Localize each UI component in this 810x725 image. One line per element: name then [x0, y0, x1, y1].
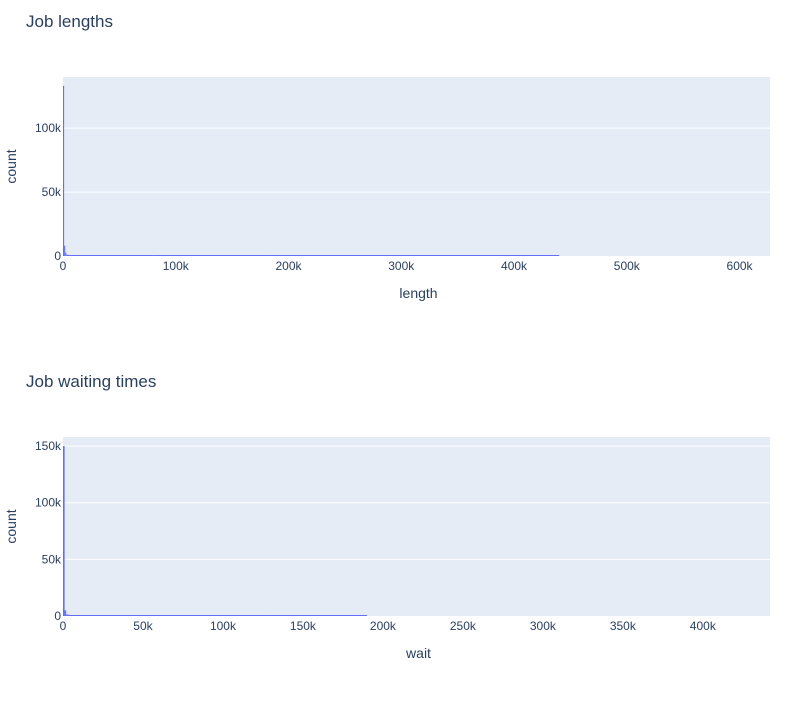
histogram-bar [64, 245, 66, 256]
y-axis-label: count [3, 149, 19, 183]
y-tick-label: 150k [35, 439, 62, 453]
y-tick-label: 50k [42, 552, 62, 566]
x-tick-label: 100k [163, 259, 190, 273]
histogram-bar [63, 85, 65, 256]
chart-job-lengths-svg: 0 50k 100k 0 100k 200k 300k 400k 500k 600k length c… [3, 77, 770, 301]
histogram-bar [64, 610, 67, 616]
x-tick-label: 150k [290, 619, 317, 633]
histogram-bar [69, 615, 119, 616]
chart-job-waiting-times-svg: 0 50k 100k 150k 0 50k 100k 150k 200k 250k 300k 350k… [3, 437, 770, 661]
x-tick-label: 600k [727, 259, 754, 273]
chart-title: Job lengths [26, 12, 113, 31]
y-axis-label: count [3, 509, 19, 543]
histogram-bar [63, 446, 65, 616]
y-tick-label: 0 [54, 249, 61, 263]
y-tick-label: 100k [35, 121, 62, 135]
histogram-bar [265, 255, 560, 256]
x-tick-label: 350k [610, 619, 637, 633]
x-tick-label: 300k [530, 619, 557, 633]
x-tick-label: 100k [210, 619, 237, 633]
x-tick-label: 400k [501, 259, 528, 273]
plot-background [63, 437, 770, 616]
x-tick-label: 0 [60, 259, 67, 273]
histogram-bar [270, 615, 367, 616]
chart-job-lengths: Job lengths 0 50k 100k 0 100k 200k 300k 400k 500… [0, 0, 810, 360]
x-tick-label: 200k [276, 259, 303, 273]
chart-job-waiting-times: Job waiting times 0 50k 100k 150k 0 50k 100k 15… [0, 360, 810, 720]
x-axis-label: length [399, 285, 437, 301]
x-tick-label: 500k [614, 259, 641, 273]
y-tick-label: 50k [42, 185, 62, 199]
y-tick-label: 100k [35, 496, 62, 510]
histogram-bar [69, 255, 154, 256]
x-axis-label: wait [405, 645, 431, 661]
plot-background [63, 77, 770, 256]
y-tick-label: 0 [54, 609, 61, 623]
x-tick-label: 200k [370, 619, 397, 633]
histogram-bar [66, 254, 70, 256]
x-tick-label: 50k [133, 619, 153, 633]
x-tick-label: 400k [690, 619, 717, 633]
chart-title: Job waiting times [26, 372, 157, 391]
histogram-bar [153, 255, 266, 256]
x-tick-label: 0 [60, 619, 67, 633]
x-tick-label: 250k [450, 619, 477, 633]
histogram-bar [66, 614, 70, 616]
histogram-bar [118, 615, 271, 616]
histogram-bar [65, 252, 67, 256]
x-tick-label: 300k [388, 259, 415, 273]
